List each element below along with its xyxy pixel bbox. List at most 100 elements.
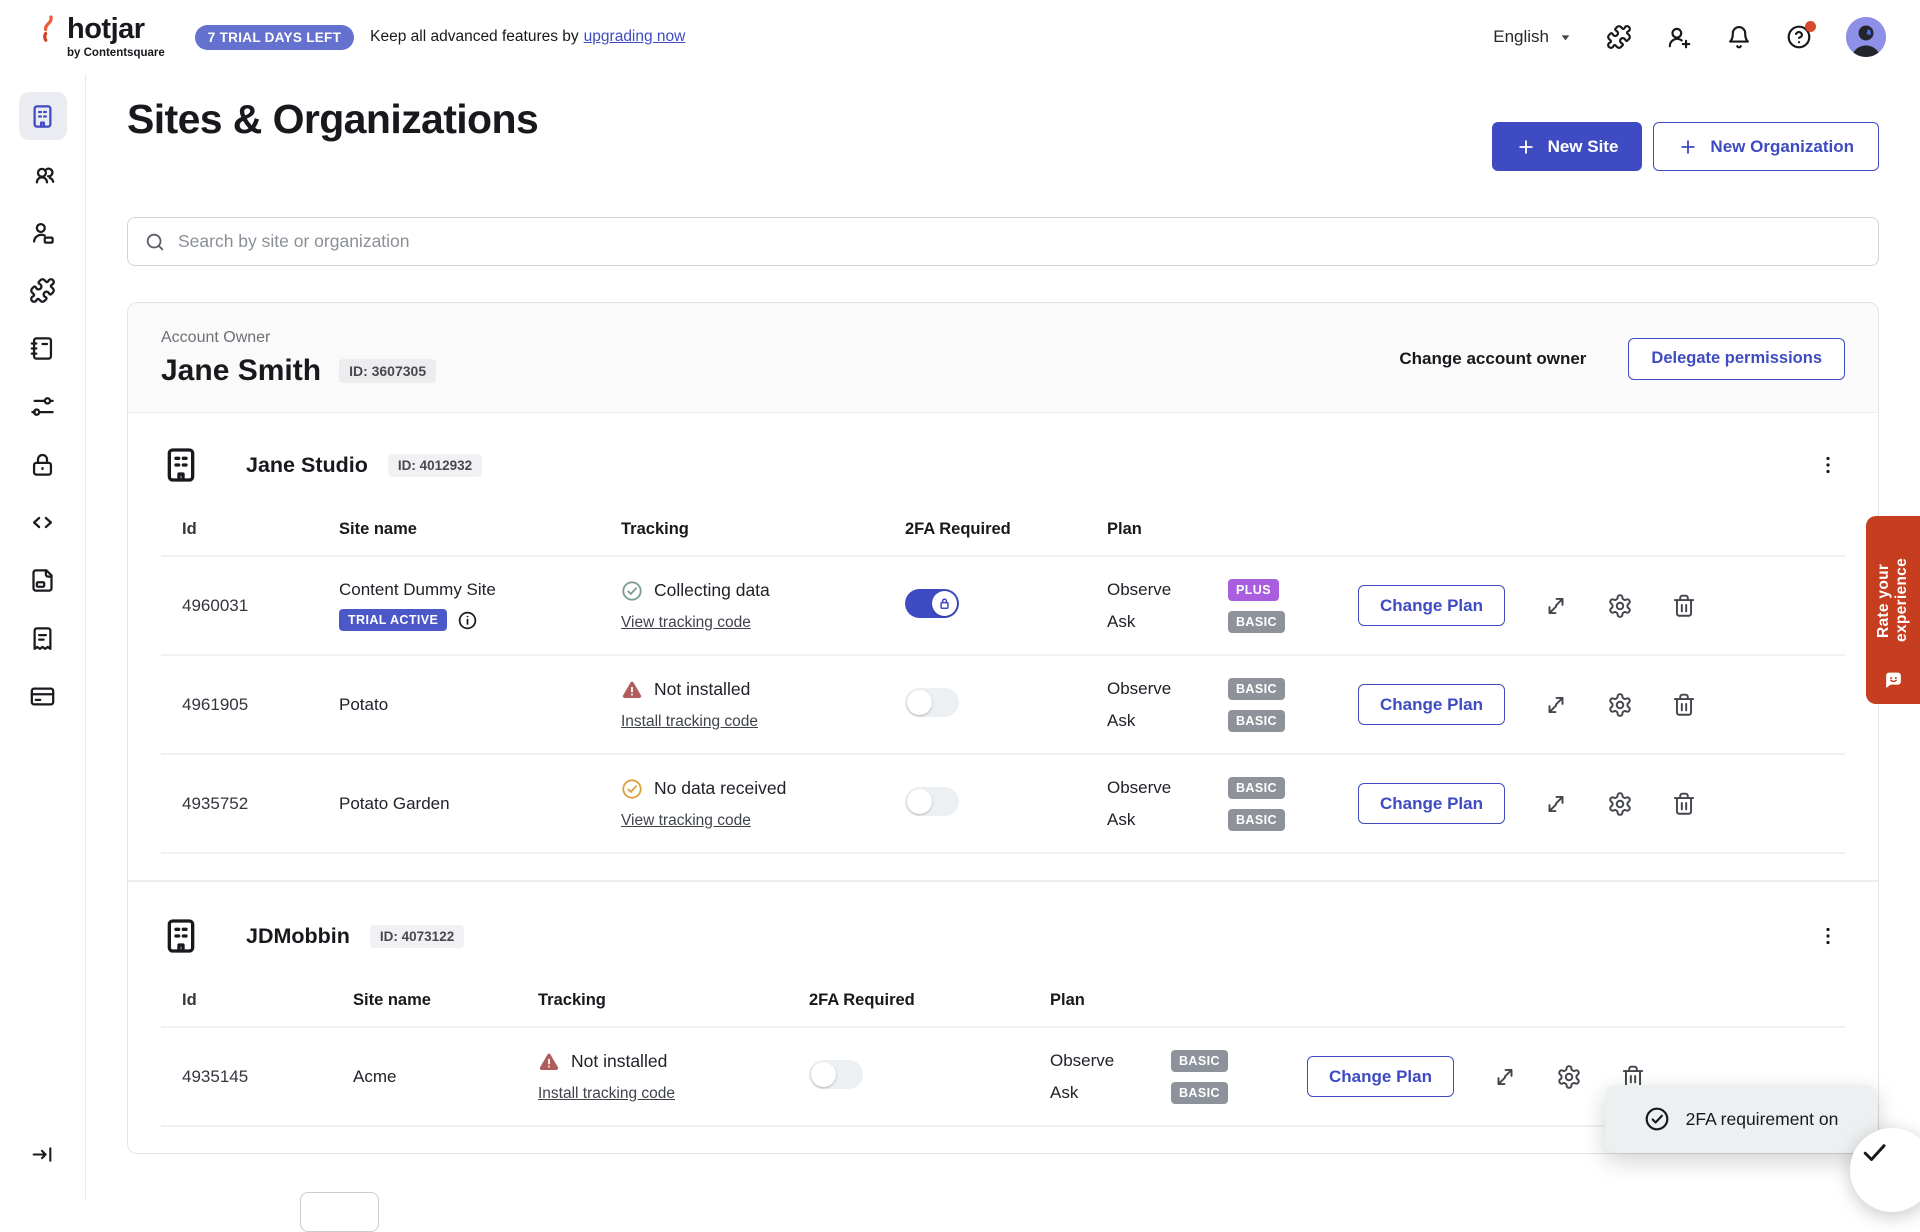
change-plan-button[interactable]: Change Plan	[1358, 585, 1505, 626]
sidebar-item-sites-organizations[interactable]	[19, 92, 67, 140]
change-account-owner-button[interactable]: Change account owner	[1399, 349, 1586, 369]
site-row: 4960031 Content Dummy Site TRIAL ACTIVE …	[161, 557, 1845, 656]
twofa-toggle[interactable]	[809, 1060, 863, 1089]
twofa-toggle[interactable]	[905, 787, 959, 816]
tracking-code-link[interactable]: Install tracking code	[538, 1085, 675, 1103]
change-plan-button[interactable]: Change Plan	[1358, 783, 1505, 824]
tracking-code-link[interactable]: View tracking code	[621, 812, 751, 830]
sidebar-item-billing-receipts[interactable]	[19, 614, 67, 662]
plan-cell: ObservePLUSAskBASIC	[1107, 579, 1358, 633]
language-selector[interactable]: English	[1493, 27, 1572, 47]
sidebar-item-payment-methods[interactable]	[19, 672, 67, 720]
header-tracking: Tracking	[621, 520, 905, 539]
site-name: Acme	[353, 1067, 396, 1087]
site-settings-button[interactable]	[1607, 593, 1633, 619]
sidebar-item-tracking-code[interactable]	[19, 498, 67, 546]
trial-days-badge: 7 TRIAL DAYS LEFT	[195, 25, 354, 50]
change-plan-button[interactable]: Change Plan	[1358, 684, 1505, 725]
tracking-code-link[interactable]: Install tracking code	[621, 713, 758, 731]
account-card: Account Owner Jane Smith ID: 3607305 Cha…	[127, 302, 1879, 1154]
delete-site-button[interactable]	[1671, 593, 1697, 619]
plan-product: Ask	[1107, 810, 1228, 830]
new-site-button[interactable]: New Site	[1492, 122, 1643, 171]
plan-product: Ask	[1107, 612, 1228, 632]
organization-id-badge: ID: 4073122	[370, 925, 464, 948]
check-icon	[1859, 1137, 1889, 1167]
expand-sidebar-button[interactable]	[19, 1134, 67, 1174]
sidebar-item-team-members[interactable]	[19, 150, 67, 198]
trash-icon	[1671, 593, 1697, 619]
info-icon[interactable]	[457, 610, 478, 631]
hotjar-logo[interactable]: hotjar by Contentsquare	[36, 15, 165, 59]
search-input[interactable]	[178, 231, 1862, 252]
plan-product: Ask	[1050, 1083, 1171, 1103]
organization-menu-button[interactable]	[1811, 448, 1845, 482]
integrations-icon	[29, 277, 56, 304]
notification-dot	[1805, 21, 1816, 32]
organization-menu-button[interactable]	[1811, 919, 1845, 953]
preferences-icon	[29, 393, 56, 420]
transfer-site-button[interactable]	[1543, 791, 1569, 817]
integrations-button[interactable]	[1606, 24, 1632, 50]
sidebar-item-preferences[interactable]	[19, 382, 67, 430]
trash-icon	[1671, 692, 1697, 718]
organization-building-icon	[161, 916, 201, 956]
site-settings-button[interactable]	[1607, 791, 1633, 817]
header-id: Id	[161, 991, 353, 1010]
transfer-site-button[interactable]	[1492, 1064, 1518, 1090]
plan-tier-badge: PLUS	[1228, 579, 1279, 601]
sidebar-item-organization-directory[interactable]	[19, 324, 67, 372]
team-members-icon	[29, 161, 56, 188]
notifications-button[interactable]	[1726, 24, 1752, 50]
user-avatar[interactable]	[1846, 17, 1886, 57]
payment-methods-icon	[29, 683, 56, 710]
tracking-code-link[interactable]: View tracking code	[621, 614, 751, 632]
rate-experience-tab[interactable]: Rate your experience	[1866, 516, 1920, 704]
site-name: Potato	[339, 695, 388, 715]
sidebar-item-documents[interactable]	[19, 556, 67, 604]
plan-product: Ask	[1107, 711, 1228, 731]
sites-table: Id Site name Tracking 2FA Required Plan …	[161, 503, 1845, 854]
site-row: 4961905 Potato Not installed Install tra…	[161, 656, 1845, 755]
brand-subtitle: by Contentsquare	[67, 47, 165, 59]
delete-site-button[interactable]	[1671, 791, 1697, 817]
toast-message: 2FA requirement on	[1686, 1109, 1839, 1130]
tracking-status-text: Collecting data	[654, 580, 770, 601]
tracking-code-icon	[29, 509, 56, 536]
sidebar-item-integrations[interactable]	[19, 266, 67, 314]
site-settings-button[interactable]	[1556, 1064, 1582, 1090]
help-button[interactable]	[1786, 24, 1812, 50]
plan-tier-badge: BASIC	[1228, 777, 1285, 799]
transfer-site-button[interactable]	[1543, 692, 1569, 718]
twofa-toggle[interactable]	[905, 688, 959, 717]
tracking-status-icon	[538, 1051, 560, 1073]
plan-product: Observe	[1107, 778, 1228, 798]
toggle-knob	[907, 690, 932, 715]
sidebar-item-security[interactable]	[19, 440, 67, 488]
delete-site-button[interactable]	[1671, 692, 1697, 718]
delegate-permissions-button[interactable]: Delegate permissions	[1628, 338, 1845, 380]
billing-receipts-icon	[29, 625, 56, 652]
invite-user-button[interactable]	[1666, 24, 1692, 50]
bottom-cropped-button[interactable]	[300, 1192, 379, 1232]
header-tracking: Tracking	[538, 991, 809, 1010]
sidebar-item-user-management[interactable]	[19, 208, 67, 256]
tracking-status-text: Not installed	[571, 1051, 667, 1072]
plan-product: Observe	[1107, 580, 1228, 600]
transfer-site-button[interactable]	[1543, 593, 1569, 619]
tracking-status-icon	[621, 679, 643, 701]
user-plus-icon	[1666, 24, 1692, 50]
trial-message: Keep all advanced features by	[370, 28, 579, 46]
site-settings-button[interactable]	[1607, 692, 1633, 718]
twofa-toggle[interactable]	[905, 589, 959, 618]
plan-product: Observe	[1107, 679, 1228, 699]
header-site-name: Site name	[339, 520, 621, 539]
new-organization-button[interactable]: New Organization	[1653, 122, 1879, 171]
header-id: Id	[161, 520, 339, 539]
toggle-knob	[811, 1062, 836, 1087]
plan-tier-badge: BASIC	[1171, 1050, 1228, 1072]
change-plan-button[interactable]: Change Plan	[1307, 1056, 1454, 1097]
transfer-arrows-icon	[1543, 692, 1569, 718]
upgrade-link[interactable]: upgrading now	[584, 28, 686, 46]
plan-cell: ObserveBASICAskBASIC	[1050, 1050, 1307, 1104]
